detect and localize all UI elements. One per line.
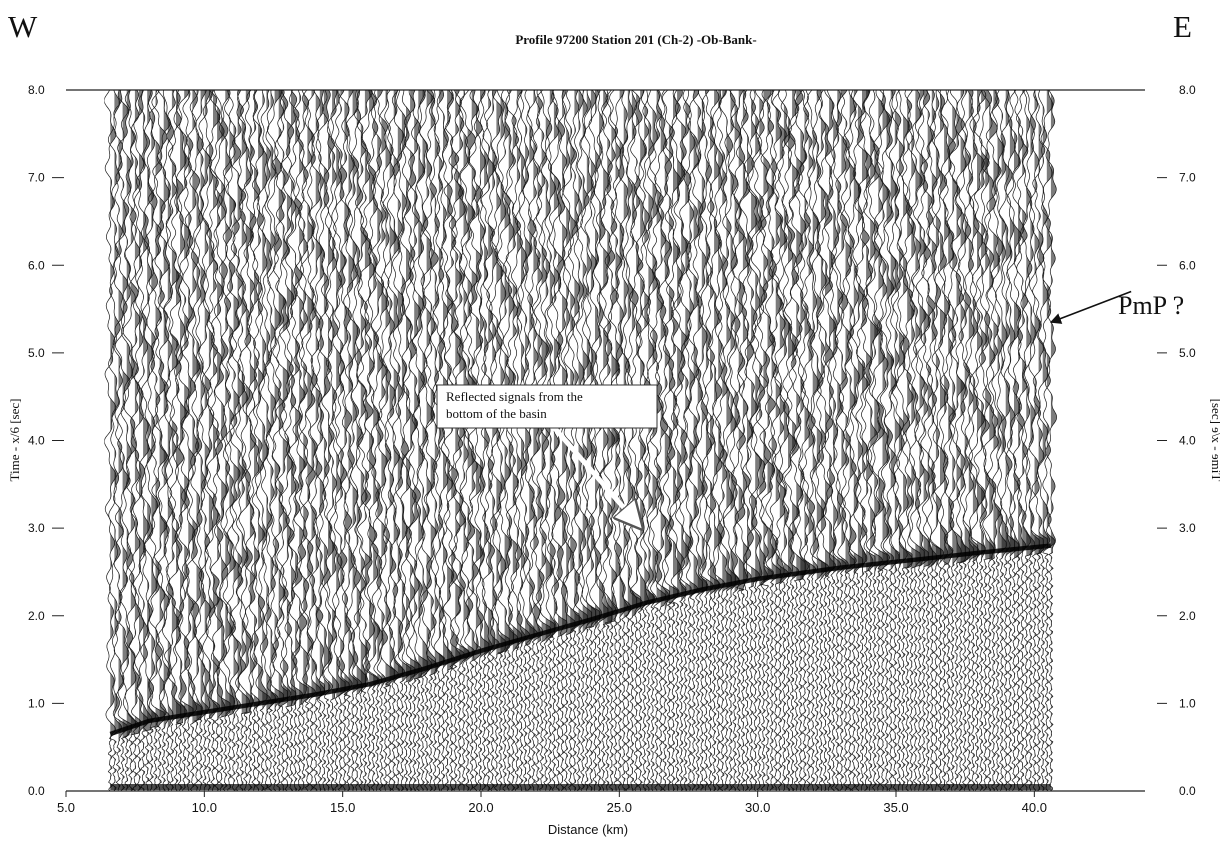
right-y-tick-label: 8.0 [1179, 83, 1196, 97]
pmp-label: PmP ? [1118, 291, 1184, 320]
right-y-tick-label: 4.0 [1179, 434, 1196, 448]
left-y-tick-label: 1.0 [28, 696, 45, 710]
pmp-arrow [1049, 290, 1132, 324]
left-y-tick-label: 4.0 [28, 434, 45, 448]
x-axis: 5.0 10.0 15.0 20.0 25.0 30.0 35.0 40.0 [57, 791, 1047, 815]
left-y-tick-label: 7.0 [28, 171, 45, 185]
left-y-tick-label: 2.0 [28, 609, 45, 623]
west-label: W [8, 9, 38, 44]
reflection-note-line1: Reflected signals from the [446, 389, 583, 404]
left-y-tick-label: 3.0 [28, 521, 45, 535]
right-y-tick-label: 3.0 [1179, 521, 1196, 535]
left-y-tick-label: 5.0 [28, 346, 45, 360]
x-tick-label: 20.0 [468, 800, 493, 815]
x-tick-label: 25.0 [607, 800, 632, 815]
chart-title: Profile 97200 Station 201 (Ch-2) -Ob-Ban… [515, 32, 756, 47]
x-tick-label: 30.0 [745, 800, 770, 815]
left-y-tick-label: 8.0 [28, 83, 45, 97]
left-y-tick-label: 0.0 [28, 784, 45, 798]
reflection-note-box [436, 384, 658, 429]
x-tick-label: 35.0 [883, 800, 908, 815]
y-axis-label: Time - x/6 [sec] [7, 399, 22, 482]
right-y-tick-label: 2.0 [1179, 609, 1196, 623]
x-tick-label: 15.0 [330, 800, 355, 815]
reflection-arrow [548, 421, 641, 528]
pmp-annotation: PmP ? [1049, 290, 1184, 324]
reflection-annotation: Reflected signals from the bottom of the… [436, 384, 658, 528]
right-y-axis-label-partial: [sec] ɘ\x - ɘmiT [1209, 399, 1220, 482]
x-tick-label: 10.0 [192, 800, 217, 815]
east-label: E [1173, 9, 1192, 44]
x-tick-label: 5.0 [57, 800, 75, 815]
left-y-axis: 0.0 1.0 2.0 3.0 4.0 5.0 6.0 7.0 8.0 [28, 83, 64, 798]
left-y-tick-label: 6.0 [28, 258, 45, 272]
right-y-tick-label: 6.0 [1179, 258, 1196, 272]
reflection-note-line2: bottom of the basin [446, 406, 547, 421]
right-y-axis: 0.0 1.0 2.0 3.0 4.0 5.0 6.0 7.0 8.0 [1157, 83, 1196, 798]
x-tick-label: 40.0 [1022, 800, 1047, 815]
right-y-tick-label: 1.0 [1179, 696, 1196, 710]
right-y-tick-label: 5.0 [1179, 346, 1196, 360]
x-axis-label: Distance (km) [548, 822, 628, 837]
seismic-traces [104, 90, 1057, 791]
right-y-tick-label: 7.0 [1179, 171, 1196, 185]
right-y-tick-label: 0.0 [1179, 784, 1196, 798]
